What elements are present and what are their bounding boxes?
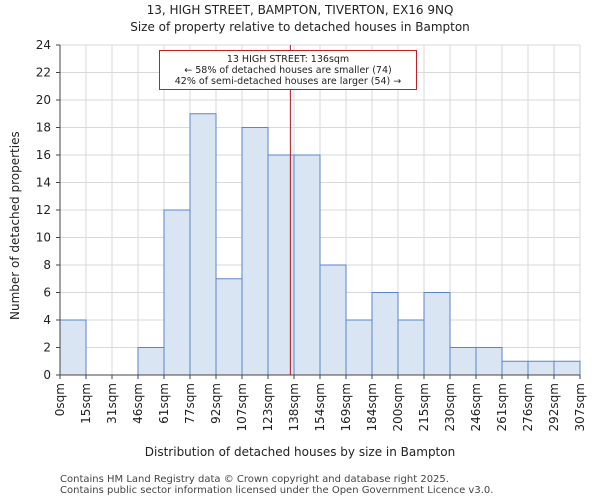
bar-123sqm xyxy=(267,154,295,376)
bar-200sqm xyxy=(397,319,425,376)
bar-61sqm xyxy=(163,209,191,376)
bar-0sqm xyxy=(59,319,87,376)
chart-title: Size of property relative to detached ho… xyxy=(130,20,470,34)
footer-copyright: Contains HM Land Registry data © Crown c… xyxy=(60,474,449,485)
y-tick-label: 0 xyxy=(43,368,51,382)
x-tick-label: 261sqm xyxy=(495,383,509,431)
bar-154sqm xyxy=(319,264,347,376)
bar-292sqm xyxy=(553,360,581,376)
x-tick-label: 77sqm xyxy=(183,383,197,424)
bar-92sqm xyxy=(215,278,243,376)
y-tick-label: 20 xyxy=(36,93,51,107)
x-tick-label: 276sqm xyxy=(521,383,535,431)
bar-46sqm xyxy=(137,347,165,376)
y-tick-label: 10 xyxy=(36,231,51,245)
annotation-line-2: ← 58% of detached houses are smaller (74… xyxy=(184,65,392,76)
bar-107sqm xyxy=(241,127,269,376)
x-tick-label: 154sqm xyxy=(313,383,327,431)
y-tick-label: 6 xyxy=(43,286,51,300)
bar-246sqm xyxy=(475,347,503,376)
chart-title-address: 13, HIGH STREET, BAMPTON, TIVERTON, EX16… xyxy=(146,3,454,17)
x-tick-label: 123sqm xyxy=(261,383,275,431)
y-tick-label: 24 xyxy=(36,38,51,52)
y-tick-label: 16 xyxy=(36,148,51,162)
bar-169sqm xyxy=(345,319,373,376)
annotation-line-1: 13 HIGH STREET: 136sqm xyxy=(226,54,350,65)
x-tick-label: 292sqm xyxy=(547,383,561,431)
x-tick-label: 0sqm xyxy=(53,383,67,416)
x-tick-label: 46sqm xyxy=(131,383,145,424)
x-axis-label: Distribution of detached houses by size … xyxy=(144,445,456,459)
x-tick-label: 307sqm xyxy=(573,383,587,431)
x-tick-label: 200sqm xyxy=(391,383,405,431)
y-tick-label: 2 xyxy=(43,341,51,355)
x-tick-label: 107sqm xyxy=(235,383,249,431)
annotation-box: 13 HIGH STREET: 136sqm ← 58% of detached… xyxy=(159,50,417,90)
x-tick-label: 215sqm xyxy=(417,383,431,431)
x-tick-label: 61sqm xyxy=(157,383,171,424)
y-tick-label: 4 xyxy=(43,313,51,327)
y-tick-label: 22 xyxy=(36,66,51,80)
x-tick-label: 31sqm xyxy=(105,383,119,424)
x-tick-label: 230sqm xyxy=(443,383,457,431)
bar-261sqm xyxy=(501,360,529,376)
y-tick-label: 8 xyxy=(43,258,51,272)
x-tick-label: 184sqm xyxy=(365,383,379,431)
bar-184sqm xyxy=(371,292,399,376)
bar-77sqm xyxy=(189,113,217,376)
bar-276sqm xyxy=(527,360,555,376)
x-tick-label: 92sqm xyxy=(209,383,223,424)
y-tick-label: 12 xyxy=(36,203,51,217)
x-tick-label: 246sqm xyxy=(469,383,483,431)
y-tick-label: 14 xyxy=(36,176,51,190)
footer-licence: Contains public sector information licen… xyxy=(60,485,494,496)
y-tick-label: 18 xyxy=(36,121,51,135)
bar-230sqm xyxy=(449,347,477,376)
x-tick-label: 169sqm xyxy=(339,383,353,431)
bar-215sqm xyxy=(423,292,451,376)
annotation-line-3: 42% of semi-detached houses are larger (… xyxy=(174,76,402,87)
x-tick-label: 138sqm xyxy=(287,383,301,431)
x-tick-label: 15sqm xyxy=(79,383,93,424)
bar-138sqm xyxy=(293,154,321,376)
